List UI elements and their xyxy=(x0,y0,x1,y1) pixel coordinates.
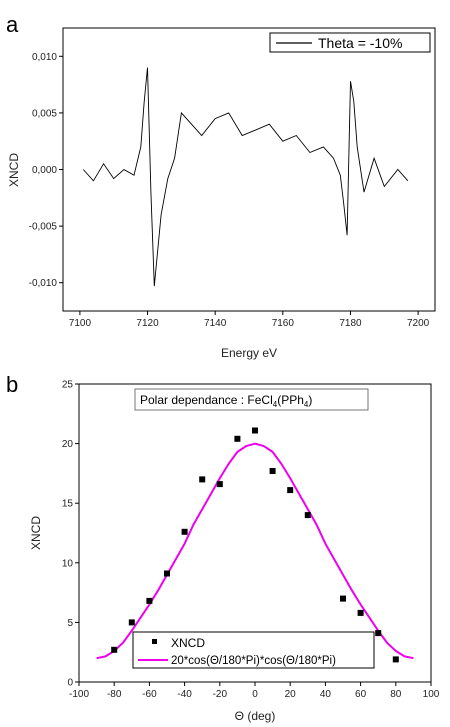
y-tick-label-a: 0,000 xyxy=(32,165,57,176)
x-tick-label-b: -40 xyxy=(177,689,192,700)
data-point-xncd xyxy=(357,609,364,616)
y-tick-label-b: 25 xyxy=(62,380,74,391)
x-tick-label-b: 0 xyxy=(252,689,258,700)
y-tick-label-a: 0,005 xyxy=(32,108,57,119)
x-tick-label-b: 80 xyxy=(390,689,402,700)
x-tick-label-b: 40 xyxy=(320,689,332,700)
x-tick-label-b: 60 xyxy=(355,689,367,700)
y-tick-label-b: 0 xyxy=(67,678,73,689)
data-point-xncd xyxy=(111,646,118,653)
panel-label-b: b xyxy=(6,372,18,397)
data-point-xncd xyxy=(269,468,276,474)
x-tick-label-a: 7120 xyxy=(136,318,159,329)
x-tick-label-a: 7180 xyxy=(339,318,362,329)
title-b: Polar dependance : FeCl4(PPh4) xyxy=(134,388,369,411)
x-tick-label-b: -100 xyxy=(69,689,89,700)
axis-ticks-b: -100 -80 -60 -40 -20 0 20 40 60 80 100 0 5 10 15 20 25 xyxy=(62,380,440,701)
legend-marker-xncd xyxy=(152,639,157,644)
y-axis-label-b: XNCD xyxy=(29,516,43,550)
y-tick-label-a: 0,010 xyxy=(32,52,57,63)
y-tick-label-b: 15 xyxy=(62,499,74,510)
legend-box-a xyxy=(269,32,431,53)
panel-label-a: a xyxy=(6,12,19,37)
x-tick-label-a: 7160 xyxy=(272,318,295,329)
legend-label-xncd: XNCD xyxy=(171,636,205,650)
legend-a: Theta = -10% xyxy=(269,32,431,53)
y-tick-label-b: 10 xyxy=(62,558,74,569)
x-axis-label-b: Θ (deg) xyxy=(235,709,276,723)
data-point-xncd xyxy=(234,435,241,442)
x-tick-label-a: 7100 xyxy=(69,318,92,329)
data-point-xncd xyxy=(181,528,188,535)
data-point-xncd xyxy=(216,481,223,488)
data-point-xncd xyxy=(252,427,258,434)
title-text-b: Polar dependance : FeCl4(PPh4) xyxy=(140,393,312,409)
y-tick-label-b: 5 xyxy=(67,618,73,629)
x-tick-label-b: 20 xyxy=(285,689,297,700)
data-point-xncd xyxy=(392,656,399,663)
series-line-fit xyxy=(96,442,414,660)
data-point-xncd xyxy=(128,619,135,626)
axis-ticks-a: 7100 7120 7140 7160 7180 7200 -0,010 -0,005 0,00… xyxy=(29,52,430,329)
data-point-xncd xyxy=(287,487,294,494)
data-point-xncd xyxy=(375,630,382,637)
y-axis-label-a: XNCD xyxy=(7,153,21,187)
data-point-xncd xyxy=(199,476,206,483)
x-tick-label-b: -80 xyxy=(107,689,122,700)
series-points-xncd xyxy=(111,427,399,663)
data-point-xncd xyxy=(164,570,170,577)
legend-label-fit: 20*cos(Θ/180*Pi)*cos(Θ/180*Pi) xyxy=(171,655,336,667)
y-tick-label-a: -0,010 xyxy=(29,278,58,289)
legend-label-theta: Theta = -10% xyxy=(318,35,402,51)
x-tick-label-b: -20 xyxy=(213,689,228,700)
y-tick-label-b: 20 xyxy=(62,439,74,450)
data-point-xncd xyxy=(146,597,153,604)
x-tick-label-b: 100 xyxy=(423,689,440,700)
x-tick-label-b: -60 xyxy=(142,689,157,700)
x-axis-label-a: Energy eV xyxy=(221,346,277,360)
data-point-xncd xyxy=(304,512,311,519)
series-line-theta xyxy=(82,67,409,287)
title-box-b xyxy=(134,388,369,411)
y-tick-label-a: -0,005 xyxy=(29,222,58,233)
data-point-xncd xyxy=(340,595,346,602)
plot-frame-a xyxy=(62,27,436,312)
legend-b: XNCD 20*cos(Θ/180*Pi)*cos(Θ/180*Pi) xyxy=(132,631,375,669)
legend-box-b xyxy=(132,631,375,669)
x-tick-label-a: 7140 xyxy=(204,318,227,329)
x-tick-label-a: 7200 xyxy=(407,318,430,329)
